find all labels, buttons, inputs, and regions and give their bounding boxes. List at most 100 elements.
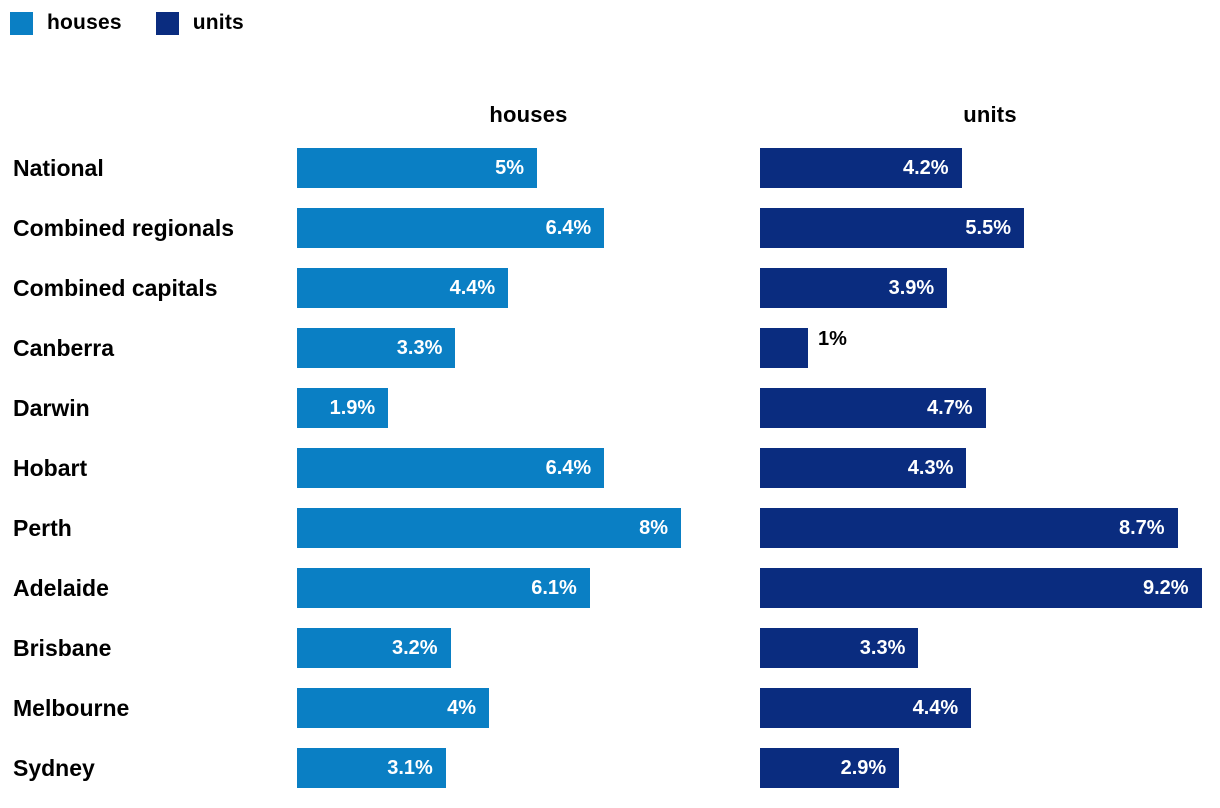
bar-units: 3.3% (760, 628, 919, 668)
bar-units: 8.7% (760, 508, 1178, 548)
table-row: Sydney 3.1% 2.9% (0, 748, 1220, 788)
bar-cell-houses: 3.1% (297, 748, 760, 788)
bar-units: 3.9% (760, 268, 948, 308)
legend-label-units: units (192, 11, 244, 34)
value-label: 6.1% (531, 576, 577, 599)
bar-units: 4.7% (760, 388, 986, 428)
bar-cell-units: 3.3% (760, 628, 1220, 668)
value-label: 4.2% (903, 156, 949, 179)
value-label: 4.7% (927, 396, 973, 419)
table-row: Melbourne 4% 4.4% (0, 688, 1220, 728)
value-label: 8.7% (1119, 516, 1165, 539)
bar-units (760, 328, 808, 368)
bar-units: 2.9% (760, 748, 900, 788)
bar-units: 4.4% (760, 688, 972, 728)
value-label: 6.4% (545, 456, 592, 479)
bar-cell-houses: 6.1% (297, 568, 760, 608)
bar-cell-units: 4.7% (760, 388, 1220, 428)
bar-houses: 5% (297, 148, 537, 188)
bar-units: 5.5% (760, 208, 1024, 248)
legend-item-houses: houses (10, 11, 122, 35)
bar-houses: 1.9% (297, 388, 389, 428)
houses-swatch-icon (10, 11, 33, 35)
bar-houses: 4% (297, 688, 489, 728)
bar-houses: 4.4% (297, 268, 509, 308)
value-label: 3.2% (392, 636, 438, 659)
category-label: Brisbane (13, 635, 112, 661)
table-row: Combined regionals 6.4% 5.5% (0, 208, 1220, 248)
category-label: Melbourne (13, 695, 130, 721)
category-label: Sydney (13, 755, 95, 781)
bar-houses: 3.1% (297, 748, 446, 788)
table-row: National 5% 4.2% (0, 148, 1220, 188)
value-label: 9.2% (1143, 576, 1189, 599)
bar-cell-houses: 1.9% (297, 388, 760, 428)
bar-cell-units: 1% (760, 328, 1220, 368)
value-label: 4.4% (912, 696, 959, 719)
value-label: 4% (447, 696, 476, 719)
legend-item-units: units (155, 11, 244, 35)
bar-cell-units: 4.3% (760, 448, 1220, 488)
bar-cell-units: 4.2% (760, 148, 1220, 188)
category-label: National (13, 155, 104, 181)
value-label: 1% (818, 328, 847, 350)
bar-cell-houses: 6.4% (297, 208, 760, 248)
bar-houses: 6.4% (297, 448, 605, 488)
bar-cell-units: 8.7% (760, 508, 1220, 548)
units-swatch-icon (155, 11, 179, 35)
bar-cell-houses: 4% (297, 688, 760, 728)
bar-cell-units: 2.9% (760, 748, 1220, 788)
bar-houses: 8% (297, 508, 681, 548)
value-label: 2.9% (840, 756, 887, 779)
bar-cell-houses: 3.3% (297, 328, 760, 368)
bar-units: 9.2% (760, 568, 1202, 608)
category-label: Darwin (13, 395, 90, 421)
bar-cell-houses: 6.4% (297, 448, 760, 488)
bar-houses: 3.2% (297, 628, 451, 668)
bar-houses: 6.1% (297, 568, 590, 608)
bar-cell-units: 3.9% (760, 268, 1220, 308)
table-row: Perth 8% 8.7% (0, 508, 1220, 548)
category-label: Hobart (13, 455, 88, 481)
bar-units: 4.3% (760, 448, 967, 488)
chart-rows: National 5% 4.2% Combined regionals 6.4% 5.5%… (0, 148, 1220, 808)
value-label: 6.4% (545, 216, 592, 239)
category-label: Canberra (13, 335, 114, 361)
table-row: Hobart 6.4% 4.3% (0, 448, 1220, 488)
bar-cell-units: 4.4% (760, 688, 1220, 728)
units-column-header: units (963, 102, 1017, 127)
table-row: Adelaide 6.1% 9.2% (0, 568, 1220, 608)
bar-houses: 6.4% (297, 208, 605, 248)
value-label: 8% (639, 516, 668, 539)
legend-label-houses: houses (47, 11, 122, 34)
value-label: 3.9% (888, 276, 935, 299)
bar-cell-houses: 3.2% (297, 628, 760, 668)
bar-units: 4.2% (760, 148, 962, 188)
bar-cell-houses: 5% (297, 148, 760, 188)
category-label: Perth (13, 515, 72, 541)
value-label: 3.3% (396, 336, 443, 359)
bar-cell-houses: 4.4% (297, 268, 760, 308)
houses-column-header: houses (489, 102, 568, 127)
value-label: 4.4% (449, 276, 496, 299)
value-label: 3.1% (387, 756, 433, 779)
value-label: 1.9% (329, 396, 376, 419)
bar-houses: 3.3% (297, 328, 456, 368)
value-label: 3.3% (859, 636, 906, 659)
value-label: 5% (495, 156, 524, 179)
bar-cell-units: 9.2% (760, 568, 1220, 608)
legend: houses units (10, 11, 244, 35)
bar-cell-houses: 8% (297, 508, 760, 548)
column-headers: houses units (0, 102, 1220, 128)
category-label: Combined capitals (13, 275, 218, 301)
table-row: Brisbane 3.2% 3.3% (0, 628, 1220, 668)
bar-cell-units: 5.5% (760, 208, 1220, 248)
value-label: 5.5% (965, 216, 1011, 239)
category-label: Combined regionals (13, 215, 235, 241)
table-row: Canberra 3.3% 1% (0, 328, 1220, 368)
value-label: 4.3% (907, 456, 954, 479)
table-row: Darwin 1.9% 4.7% (0, 388, 1220, 428)
table-row: Combined capitals 4.4% 3.9% (0, 268, 1220, 308)
category-label: Adelaide (13, 575, 109, 601)
